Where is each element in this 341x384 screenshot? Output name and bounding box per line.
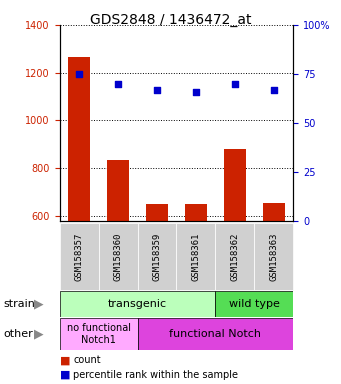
Point (271, 86, 277, 93)
Point (232, 81, 238, 87)
Point (154, 86, 160, 93)
Text: ■: ■ (60, 370, 70, 380)
Bar (99, 223, 137, 290)
Text: strain: strain (3, 299, 35, 309)
Bar (263, 203, 284, 221)
Text: GSM158359: GSM158359 (152, 232, 162, 280)
Bar (60, 318, 137, 350)
Bar (137, 223, 177, 290)
Point (76, 71, 82, 77)
Text: percentile rank within the sample: percentile rank within the sample (73, 370, 238, 380)
Text: GSM158362: GSM158362 (231, 232, 239, 280)
Bar (254, 223, 293, 290)
Bar (146, 204, 168, 221)
Text: transgenic: transgenic (108, 299, 167, 309)
Text: count: count (73, 355, 101, 365)
Point (115, 81, 121, 87)
Text: ▶: ▶ (34, 328, 44, 340)
Text: GSM158361: GSM158361 (191, 232, 201, 280)
Text: GDS2848 / 1436472_at: GDS2848 / 1436472_at (90, 13, 251, 27)
Text: functional Notch: functional Notch (169, 329, 262, 339)
Text: ■: ■ (60, 355, 70, 365)
Bar (60, 223, 99, 290)
Text: GSM158360: GSM158360 (114, 232, 122, 280)
Text: wild type: wild type (229, 299, 280, 309)
Bar (185, 204, 207, 221)
Text: GSM158363: GSM158363 (269, 232, 278, 280)
Bar (224, 149, 246, 221)
Bar (177, 223, 216, 290)
Bar (69, 57, 90, 221)
Bar (137, 318, 293, 350)
Bar (216, 291, 293, 317)
Text: ▶: ▶ (34, 297, 44, 310)
Text: GSM158357: GSM158357 (75, 232, 84, 280)
Point (193, 88, 199, 94)
Bar (216, 223, 254, 290)
Bar (60, 291, 216, 317)
Bar (107, 160, 129, 221)
Text: no functional
Notch1: no functional Notch1 (66, 323, 131, 345)
Text: other: other (3, 329, 33, 339)
